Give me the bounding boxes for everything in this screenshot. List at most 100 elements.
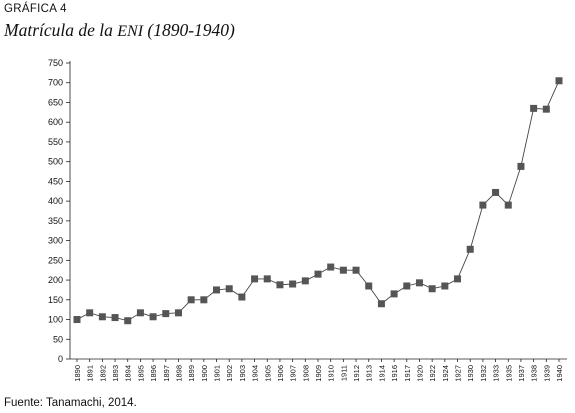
x-tick-label: 1912 [352,365,361,382]
x-tick-label: 1896 [149,365,158,382]
data-point [327,263,335,271]
data-point [238,293,246,301]
x-tick-label: 1901 [213,365,222,382]
y-tick-label: 500 [48,157,63,167]
x-axis-ticks: 1890 1891 1892 1893 1894 1895 1896 1897 1898 1899… [73,359,564,382]
x-tick-label: 1902 [225,365,234,382]
x-tick-label: 1914 [377,365,386,382]
y-tick-label: 100 [48,315,63,325]
y-tick-label: 350 [48,216,63,226]
data-point [415,279,423,287]
x-tick-label: 1920 [415,365,424,382]
data-point [441,282,449,290]
x-tick-label: 1933 [492,365,501,382]
x-tick-label: 1937 [517,365,526,382]
y-tick-label: 150 [48,295,63,305]
data-point [466,245,474,253]
y-tick-label: 200 [48,275,63,285]
x-tick-label: 1910 [327,365,336,382]
x-tick-label: 1906 [276,365,285,382]
title-prefix: Matrícula de la [4,20,118,40]
data-point [390,290,398,298]
title-abbreviation: ENI [117,23,144,40]
data-point [352,266,360,274]
data-series [73,77,563,325]
data-point [200,296,208,304]
x-tick-label: 1916 [390,365,399,382]
y-tick-label: 550 [48,137,63,147]
data-point [225,285,233,293]
data-point [504,201,512,209]
x-tick-label: 1909 [314,365,323,382]
x-tick-label: 1932 [479,365,488,382]
data-point [124,317,132,325]
data-point [187,296,195,304]
data-point [263,275,271,283]
data-point [86,309,94,317]
data-point [301,277,309,285]
x-tick-label: 1917 [403,365,412,382]
data-point [492,188,500,196]
data-point [479,201,487,209]
x-tick-label: 1893 [111,365,120,382]
data-point [174,309,182,317]
y-tick-label: 450 [48,176,63,186]
y-tick-label: 750 [48,58,63,68]
x-tick-label: 1899 [187,365,196,382]
figure-label: GRÁFICA 4 [4,3,67,15]
data-point [162,310,170,318]
x-tick-label: 1911 [339,365,348,381]
data-point [251,275,259,283]
data-point [149,313,157,321]
data-point [289,280,297,288]
x-tick-label: 1894 [124,365,133,382]
x-tick-label: 1895 [136,365,145,382]
x-tick-label: 1908 [301,365,310,382]
data-point [542,105,550,113]
x-tick-label: 1905 [263,365,272,382]
y-tick-label: 0 [58,354,63,364]
x-tick-label: 1938 [530,365,539,382]
data-point [136,309,144,317]
x-tick-label: 1922 [428,365,437,382]
x-tick-label: 1898 [174,365,183,382]
y-tick-label: 300 [48,236,63,246]
x-tick-label: 1939 [542,365,551,382]
x-tick-label: 1903 [238,365,247,382]
x-tick-label: 1935 [504,365,513,382]
y-axis-ticks: 0 50 100 150 200 250 300 350 400 450 500 550 600 650 7… [48,58,70,364]
x-tick-label: 1927 [454,365,463,382]
data-point [73,316,81,324]
x-tick-label: 1892 [98,365,107,382]
title-suffix: (1890-1940) [143,20,235,40]
data-point [365,282,373,290]
x-tick-label: 1897 [162,365,171,382]
data-point [428,285,436,293]
data-point [111,314,119,322]
series-line [76,80,560,322]
y-tick-label: 50 [53,334,63,344]
data-point [213,286,221,294]
x-tick-label: 1891 [86,365,95,382]
x-tick-label: 1913 [365,365,374,382]
data-point [339,266,347,274]
data-point [276,281,284,289]
data-point [98,313,106,321]
data-point [530,104,538,112]
x-tick-label: 1907 [289,365,298,382]
data-point [454,275,462,283]
x-tick-label: 1904 [251,365,260,382]
data-point [314,270,322,278]
y-tick-label: 650 [48,97,63,107]
data-point [517,162,525,170]
x-tick-label: 1924 [441,365,450,382]
data-point [377,300,385,308]
x-tick-label: 1940 [555,365,564,382]
y-tick-label: 250 [48,255,63,265]
source-note: Fuente: Tanamachi, 2014. [4,397,137,409]
y-tick-label: 600 [48,117,63,127]
data-point [555,77,563,85]
y-tick-label: 700 [48,78,63,88]
x-tick-label: 1890 [73,365,82,382]
